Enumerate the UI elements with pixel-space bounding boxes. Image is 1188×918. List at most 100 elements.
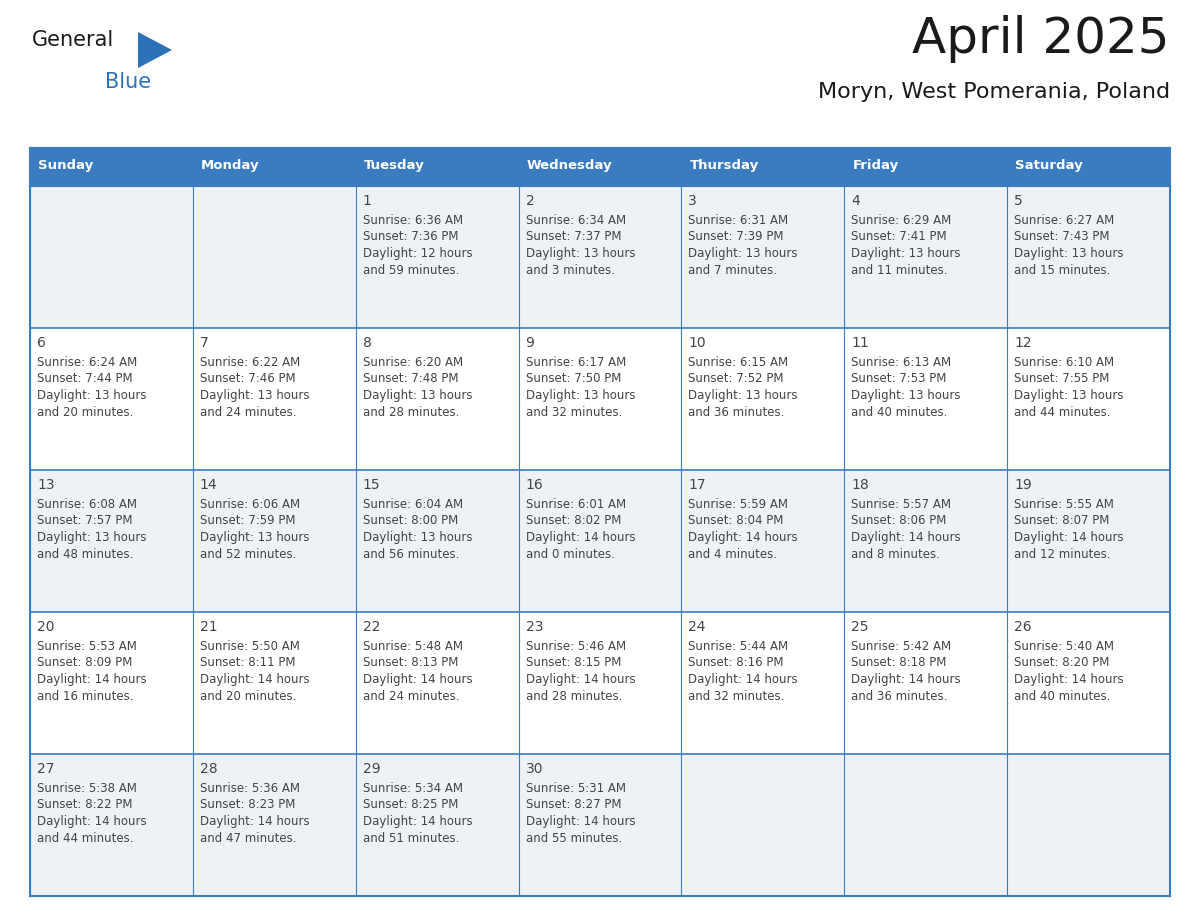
Text: 25: 25 <box>852 620 868 634</box>
Text: Sunrise: 5:59 AM: Sunrise: 5:59 AM <box>688 498 789 511</box>
Text: Sunset: 8:13 PM: Sunset: 8:13 PM <box>362 656 459 669</box>
Text: Sunset: 7:52 PM: Sunset: 7:52 PM <box>688 373 784 386</box>
Text: and 7 minutes.: and 7 minutes. <box>688 263 777 276</box>
Text: Sunset: 7:59 PM: Sunset: 7:59 PM <box>200 514 296 528</box>
Text: Daylight: 14 hours: Daylight: 14 hours <box>362 815 473 828</box>
Text: Sunset: 8:27 PM: Sunset: 8:27 PM <box>525 799 621 812</box>
Text: 20: 20 <box>37 620 55 634</box>
Text: 10: 10 <box>688 336 706 350</box>
Bar <box>845 612 1007 754</box>
Text: and 40 minutes.: and 40 minutes. <box>852 406 948 419</box>
Text: and 0 minutes.: and 0 minutes. <box>525 547 614 561</box>
Text: 21: 21 <box>200 620 217 634</box>
Text: and 36 minutes.: and 36 minutes. <box>852 689 948 702</box>
Text: Sunset: 7:41 PM: Sunset: 7:41 PM <box>852 230 947 243</box>
Text: 9: 9 <box>525 336 535 350</box>
Text: Sunset: 8:25 PM: Sunset: 8:25 PM <box>362 799 459 812</box>
Text: Sunrise: 5:50 AM: Sunrise: 5:50 AM <box>200 640 299 653</box>
Text: Daylight: 14 hours: Daylight: 14 hours <box>37 815 146 828</box>
Text: Sunrise: 5:53 AM: Sunrise: 5:53 AM <box>37 640 137 653</box>
Text: Daylight: 13 hours: Daylight: 13 hours <box>37 531 146 544</box>
Text: Sunset: 8:00 PM: Sunset: 8:00 PM <box>362 514 457 528</box>
Text: Tuesday: Tuesday <box>364 160 424 173</box>
Bar <box>845 328 1007 470</box>
Text: Sunset: 7:43 PM: Sunset: 7:43 PM <box>1015 230 1110 243</box>
Text: 3: 3 <box>688 194 697 208</box>
Bar <box>192 612 355 754</box>
Text: and 59 minutes.: and 59 minutes. <box>362 263 459 276</box>
Text: Daylight: 14 hours: Daylight: 14 hours <box>688 531 798 544</box>
Text: 6: 6 <box>37 336 46 350</box>
Text: Sunset: 7:55 PM: Sunset: 7:55 PM <box>1015 373 1110 386</box>
Text: and 51 minutes.: and 51 minutes. <box>362 832 459 845</box>
Text: Sunrise: 6:29 AM: Sunrise: 6:29 AM <box>852 214 952 227</box>
Text: Daylight: 13 hours: Daylight: 13 hours <box>200 389 309 402</box>
Text: and 47 minutes.: and 47 minutes. <box>200 832 296 845</box>
Text: Daylight: 13 hours: Daylight: 13 hours <box>688 389 798 402</box>
Text: Sunset: 8:15 PM: Sunset: 8:15 PM <box>525 656 621 669</box>
Text: Sunset: 8:11 PM: Sunset: 8:11 PM <box>200 656 296 669</box>
Text: 28: 28 <box>200 762 217 776</box>
Text: Daylight: 14 hours: Daylight: 14 hours <box>852 531 961 544</box>
Text: Sunset: 8:23 PM: Sunset: 8:23 PM <box>200 799 296 812</box>
Text: 7: 7 <box>200 336 209 350</box>
Text: 30: 30 <box>525 762 543 776</box>
Text: Daylight: 13 hours: Daylight: 13 hours <box>1015 389 1124 402</box>
Text: Sunrise: 6:13 AM: Sunrise: 6:13 AM <box>852 356 952 369</box>
Bar <box>519 754 682 896</box>
Bar <box>1007 328 1170 470</box>
Text: Sunset: 7:36 PM: Sunset: 7:36 PM <box>362 230 459 243</box>
Text: Sunset: 8:09 PM: Sunset: 8:09 PM <box>37 656 132 669</box>
Text: 11: 11 <box>852 336 870 350</box>
Text: and 56 minutes.: and 56 minutes. <box>362 547 459 561</box>
Text: 24: 24 <box>688 620 706 634</box>
Text: Sunset: 7:39 PM: Sunset: 7:39 PM <box>688 230 784 243</box>
Text: Daylight: 14 hours: Daylight: 14 hours <box>37 673 146 686</box>
Text: Daylight: 13 hours: Daylight: 13 hours <box>200 531 309 544</box>
Bar <box>682 328 845 470</box>
Bar <box>30 328 192 470</box>
Text: Sunrise: 6:15 AM: Sunrise: 6:15 AM <box>688 356 789 369</box>
Text: 5: 5 <box>1015 194 1023 208</box>
Text: Daylight: 14 hours: Daylight: 14 hours <box>1015 673 1124 686</box>
Bar <box>355 186 519 328</box>
Text: Sunrise: 6:10 AM: Sunrise: 6:10 AM <box>1015 356 1114 369</box>
Text: Daylight: 14 hours: Daylight: 14 hours <box>525 531 636 544</box>
Text: Sunrise: 6:08 AM: Sunrise: 6:08 AM <box>37 498 137 511</box>
Text: Sunset: 8:20 PM: Sunset: 8:20 PM <box>1015 656 1110 669</box>
Text: Sunrise: 6:34 AM: Sunrise: 6:34 AM <box>525 214 626 227</box>
Bar <box>519 612 682 754</box>
Text: and 40 minutes.: and 40 minutes. <box>1015 689 1111 702</box>
Text: and 32 minutes.: and 32 minutes. <box>525 406 623 419</box>
Text: and 12 minutes.: and 12 minutes. <box>1015 547 1111 561</box>
Text: Sunrise: 6:20 AM: Sunrise: 6:20 AM <box>362 356 463 369</box>
Text: Sunrise: 6:17 AM: Sunrise: 6:17 AM <box>525 356 626 369</box>
Text: Sunset: 7:46 PM: Sunset: 7:46 PM <box>200 373 296 386</box>
Text: Sunrise: 6:36 AM: Sunrise: 6:36 AM <box>362 214 463 227</box>
Text: Daylight: 13 hours: Daylight: 13 hours <box>852 389 961 402</box>
Text: 15: 15 <box>362 478 380 492</box>
Text: and 15 minutes.: and 15 minutes. <box>1015 263 1111 276</box>
Text: Sunrise: 5:31 AM: Sunrise: 5:31 AM <box>525 782 626 795</box>
Text: Sunset: 8:04 PM: Sunset: 8:04 PM <box>688 514 784 528</box>
Text: Daylight: 13 hours: Daylight: 13 hours <box>525 247 636 260</box>
Polygon shape <box>138 32 172 68</box>
Bar <box>1007 148 1170 186</box>
Text: Daylight: 13 hours: Daylight: 13 hours <box>852 247 961 260</box>
Bar <box>845 470 1007 612</box>
Text: and 3 minutes.: and 3 minutes. <box>525 263 614 276</box>
Bar <box>682 470 845 612</box>
Text: 2: 2 <box>525 194 535 208</box>
Bar <box>30 754 192 896</box>
Text: Sunrise: 6:24 AM: Sunrise: 6:24 AM <box>37 356 138 369</box>
Text: 14: 14 <box>200 478 217 492</box>
Text: 1: 1 <box>362 194 372 208</box>
Text: 12: 12 <box>1015 336 1031 350</box>
Bar <box>845 754 1007 896</box>
Text: Blue: Blue <box>105 72 151 92</box>
Text: and 44 minutes.: and 44 minutes. <box>37 832 133 845</box>
Bar <box>355 754 519 896</box>
Text: 16: 16 <box>525 478 543 492</box>
Text: and 32 minutes.: and 32 minutes. <box>688 689 785 702</box>
Text: and 28 minutes.: and 28 minutes. <box>525 689 623 702</box>
